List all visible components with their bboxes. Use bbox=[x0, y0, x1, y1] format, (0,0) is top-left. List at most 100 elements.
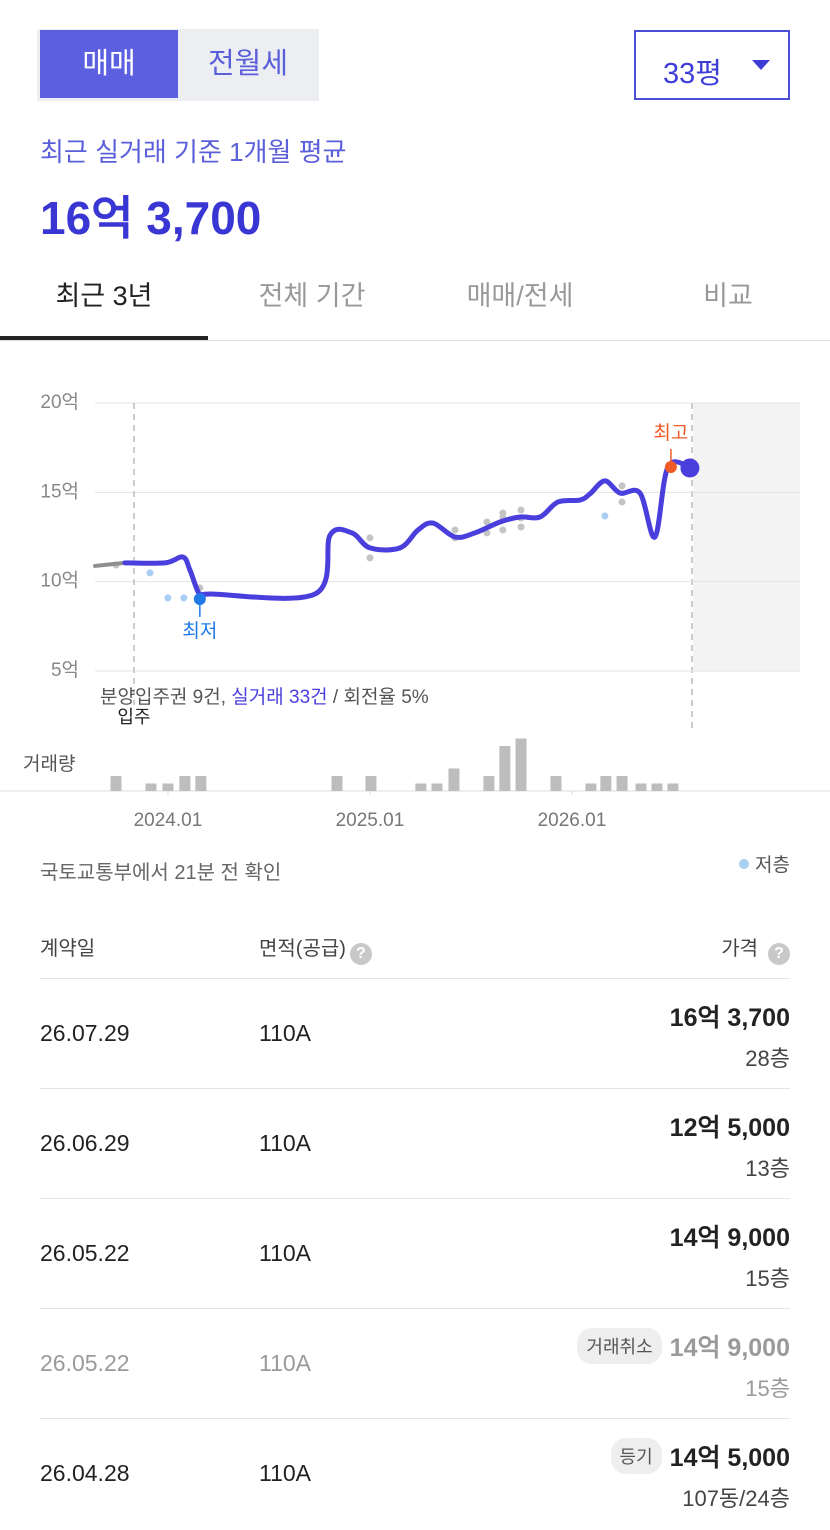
x-tick-label: 2024.01 bbox=[134, 810, 203, 831]
deal-price: 14억 9,000 bbox=[669, 1224, 790, 1252]
tab[interactable]: 비교 bbox=[703, 281, 753, 311]
table-header: 계약일 bbox=[40, 938, 96, 960]
deal-point bbox=[366, 534, 374, 542]
stats-part: / 회전율 5% bbox=[328, 686, 429, 708]
area-select-text: 33평 bbox=[663, 58, 722, 90]
volume-bar bbox=[431, 783, 443, 791]
deal-date: 26.05.22 bbox=[40, 1240, 130, 1266]
volume-bar bbox=[600, 776, 612, 791]
deal-price-wrap: 거래취소 14억 9,000 bbox=[577, 1328, 790, 1364]
volume-label: 거래량 bbox=[23, 753, 75, 775]
deal-floor: 15층 bbox=[745, 1266, 790, 1291]
deal-date: 26.07.29 bbox=[40, 1020, 130, 1046]
table-header: 가격? bbox=[721, 932, 790, 965]
summary-label: 최근 실거래 기준 1개월 평균 bbox=[40, 137, 347, 167]
deal-point bbox=[366, 554, 374, 562]
deal-point bbox=[180, 594, 188, 602]
legend: 저층 bbox=[739, 850, 790, 877]
stats: 분양입주권 9건, 실거래 33건 / 회전율 5% bbox=[100, 686, 429, 708]
deal-price: 16억 3,700 bbox=[669, 1004, 790, 1032]
deal-point bbox=[517, 506, 525, 514]
x-tick-label: 2025.01 bbox=[336, 810, 405, 831]
separator bbox=[40, 978, 790, 979]
legend-label: 저층 bbox=[755, 855, 790, 876]
stats-part: 실거래 33건 bbox=[231, 686, 327, 708]
volume-bar bbox=[667, 783, 679, 791]
deal-price-wrap: 등기 14억 5,000 bbox=[610, 1438, 790, 1474]
tab[interactable]: 최근 3년 bbox=[55, 281, 153, 311]
legend-swatch bbox=[739, 859, 750, 869]
deal-badge: 거래취소 bbox=[577, 1328, 662, 1364]
header-text: 가격 bbox=[721, 938, 758, 960]
chart: 20억 15억 10억 5억 2024.01 2025.01 2026.01 입주 최저 최고분양… bbox=[0, 391, 830, 831]
low-label: 최저 bbox=[182, 620, 217, 642]
deal-point bbox=[146, 569, 154, 577]
volume-bar bbox=[145, 783, 157, 791]
deal-price: 14억 9,000 bbox=[669, 1334, 790, 1362]
deal-date: 26.05.22 bbox=[40, 1350, 130, 1376]
dropdown-arrow bbox=[752, 60, 770, 70]
deal-date: 26.06.29 bbox=[40, 1130, 130, 1156]
volume-bar bbox=[635, 783, 647, 791]
deal-price-wrap: 14억 9,000 bbox=[670, 1218, 790, 1254]
volume-bar bbox=[483, 776, 495, 791]
deal-area: 110A bbox=[259, 1020, 312, 1046]
separator bbox=[40, 1088, 790, 1089]
price-line bbox=[93, 560, 127, 568]
deal-point bbox=[618, 482, 626, 490]
volume-bar bbox=[179, 776, 191, 791]
source-note: 국토교통부에서 21분 전 확인 bbox=[40, 862, 282, 884]
deal-area: 110A bbox=[259, 1130, 312, 1156]
price-line bbox=[122, 459, 693, 601]
toggle-option[interactable]: 매매 bbox=[40, 30, 178, 98]
deal-area: 110A bbox=[259, 1460, 312, 1486]
deal-point bbox=[601, 512, 609, 520]
volume-bar bbox=[550, 776, 562, 791]
deal-price: 12억 5,000 bbox=[669, 1114, 790, 1142]
volume-bar bbox=[331, 776, 343, 791]
deal-area: 110A bbox=[259, 1240, 312, 1266]
tab[interactable]: 전체 기간 bbox=[258, 281, 366, 311]
y-tick-label: 20억 bbox=[40, 391, 79, 413]
summary-value: 16억 3,700 bbox=[40, 192, 262, 244]
help-icon[interactable]: ? bbox=[349, 943, 372, 965]
tab-indicator bbox=[0, 336, 208, 340]
future-shade bbox=[693, 403, 800, 671]
help-icon[interactable]: ? bbox=[768, 943, 790, 965]
stats-part: , bbox=[221, 687, 232, 708]
area-select[interactable]: 33평 bbox=[634, 30, 790, 100]
volume-bar bbox=[365, 776, 377, 791]
deal-floor: 28층 bbox=[745, 1046, 790, 1071]
deal-floor: 15층 bbox=[745, 1376, 790, 1401]
deal-point bbox=[483, 518, 491, 526]
high-point bbox=[664, 460, 677, 473]
separator bbox=[40, 1418, 790, 1419]
deal-floor: 13층 bbox=[745, 1156, 790, 1181]
y-tick-label: 15억 bbox=[40, 480, 79, 502]
x-tick-label: 2026.01 bbox=[538, 810, 607, 831]
deal-date: 26.04.28 bbox=[40, 1460, 130, 1486]
toggle-option[interactable]: 전월세 bbox=[178, 30, 318, 98]
deal-point bbox=[499, 509, 507, 517]
table-header: 면적(공급)? bbox=[259, 932, 372, 965]
volume-bar bbox=[415, 783, 427, 791]
volume-bar bbox=[515, 738, 527, 791]
volume-bar bbox=[195, 776, 207, 791]
volume-bar bbox=[162, 783, 174, 791]
deal-price: 14억 5,000 bbox=[669, 1444, 790, 1472]
deal-point bbox=[164, 594, 172, 602]
deal-floor: 107동/24층 bbox=[682, 1486, 790, 1511]
tab[interactable]: 매매/전세 bbox=[466, 281, 574, 311]
deal-badge: 등기 bbox=[610, 1438, 662, 1474]
deal-point bbox=[517, 523, 525, 531]
tab-divider bbox=[0, 340, 830, 341]
volume-bar bbox=[110, 776, 122, 791]
volume-bar bbox=[651, 783, 663, 791]
deal-price-wrap: 16억 3,700 bbox=[670, 998, 790, 1034]
y-tick-label: 5억 bbox=[51, 659, 79, 681]
volume-bar bbox=[499, 746, 511, 791]
volume-bar bbox=[585, 783, 597, 791]
y-tick-label: 10억 bbox=[40, 570, 79, 592]
stats-part: 분양입주권 9건 bbox=[100, 686, 221, 708]
